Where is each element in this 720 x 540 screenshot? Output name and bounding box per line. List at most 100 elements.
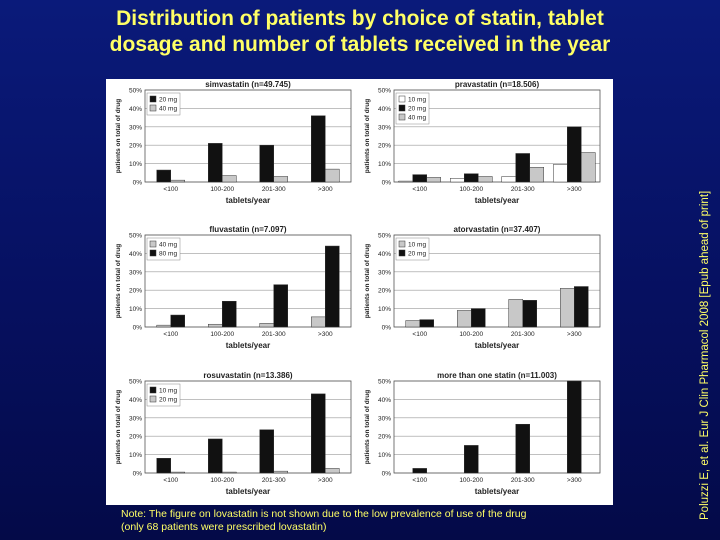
chart-2-y-tick-label: 10%: [378, 161, 391, 168]
chart-5-y-tick-label: 10%: [129, 452, 142, 459]
chart-4-legend-swatch: [398, 240, 406, 248]
chart-3-bar: [208, 323, 223, 328]
chart-6-x-tick-label: 201-300: [511, 477, 535, 484]
chart-2-bar: [529, 167, 544, 183]
figure-svg: 0% 10% 20% 30% 40% 50% simvastatin (n=49.745) <…: [115, 80, 601, 496]
chart-6-y-tick-label: 30%: [378, 415, 391, 422]
chart-1-legend-label: 20 mg: [159, 97, 177, 104]
chart-5-bar: [325, 468, 340, 474]
chart-5-x-tick-label: 100-200: [210, 477, 234, 484]
chart-5-y-tick-label: 20%: [129, 434, 142, 441]
slide-title: Distribution of patients by choice of st…: [0, 6, 720, 58]
chart-3-x-tick-label: 100-200: [210, 331, 234, 338]
chart-5-bar: [170, 471, 185, 474]
chart-2-bar: [426, 177, 441, 183]
chart-1-bar: [325, 168, 340, 183]
chart-6-y-tick-label: 10%: [378, 452, 391, 459]
chart-6-bar: [412, 468, 427, 474]
chart-2-bar: [450, 178, 465, 183]
citation: Poluzzi E, et al. Eur J Clin Pharmacol 2…: [699, 190, 711, 520]
chart-2-x-axis-label: tablets/year: [475, 196, 519, 205]
chart-1-y-tick-label: 40%: [129, 106, 142, 113]
chart-1-y-tick-label: 10%: [129, 161, 142, 168]
chart-6-x-tick-label: 100-200: [459, 477, 483, 484]
footnote: Note: The figure on lovastatin is not sh…: [121, 508, 526, 534]
chart-3-bar: [156, 324, 171, 328]
chart-3-y-tick-label: 30%: [129, 269, 142, 276]
chart-1-x-tick-label: <100: [163, 186, 178, 193]
chart-3-plot-frame: [144, 234, 352, 328]
chart-3-legend-swatch: [149, 240, 157, 248]
chart-2-x-tick-label: 100-200: [459, 186, 483, 193]
chart-4-title: atorvastatin (n=37.407): [454, 225, 541, 234]
chart-6-x-tick-label: >300: [567, 477, 582, 484]
chart-1-title: simvastatin (n=49.745): [205, 80, 291, 89]
chart-5-bar: [208, 438, 223, 474]
chart-1-bar: [273, 176, 288, 183]
chart-6-y-tick-label: 20%: [378, 434, 391, 441]
chart-4-y-tick-label: 0%: [382, 325, 392, 332]
chart-2-bar: [478, 176, 493, 183]
chart-3-bar: [325, 245, 340, 328]
slide-title-line-2: dosage and number of tablets received in…: [109, 33, 611, 56]
chart-3-title: fluvastatin (n=7.097): [209, 225, 286, 234]
chart-5-y-tick-label: 40%: [129, 397, 142, 404]
chart-2-bar: [553, 164, 568, 183]
chart-4-bar: [457, 310, 472, 328]
chart-1-y-tick-label: 20%: [129, 143, 142, 150]
chart-3-y-tick-label: 40%: [129, 251, 142, 258]
chart-4-y-tick-label: 20%: [378, 288, 391, 295]
chart-6-plot-frame: [393, 380, 601, 474]
chart-4-bar: [574, 286, 589, 328]
chart-1-y-tick-label: 30%: [129, 124, 142, 131]
slide-title-line-1: Distribution of patients by choice of st…: [116, 7, 604, 30]
chart-1-legend-swatch: [149, 104, 157, 112]
footnote-line-1: Note: The figure on lovastatin is not sh…: [121, 508, 527, 520]
chart-2-y-tick-label: 50%: [378, 88, 391, 95]
chart-2-legend-label: 40 mg: [408, 115, 426, 122]
chart-4-bar: [471, 308, 486, 328]
chart-3-x-tick-label: <100: [163, 331, 178, 338]
chart-1-x-axis-label: tablets/year: [226, 196, 270, 205]
chart-6-y-axis-label: patients on total of drug: [364, 390, 371, 464]
chart-1-y-axis-label: patients on total of drug: [115, 99, 122, 173]
chart-2-legend-label: 20 mg: [408, 106, 426, 113]
chart-5-bar: [273, 470, 288, 474]
chart-3-y-tick-label: 50%: [129, 233, 142, 240]
chart-5-y-tick-label: 50%: [129, 379, 142, 386]
chart-5-y-tick-label: 30%: [129, 415, 142, 422]
chart-4-y-tick-label: 30%: [378, 269, 391, 276]
chart-4-plot-frame: [393, 234, 601, 328]
chart-5-legend-label: 20 mg: [159, 397, 177, 404]
chart-4-y-axis-label: patients on total of drug: [364, 244, 371, 318]
chart-6-bar: [464, 445, 479, 474]
chart-3-x-tick-label: 201-300: [262, 331, 286, 338]
chart-3-y-tick-label: 0%: [133, 325, 143, 332]
chart-4-legend-swatch: [398, 249, 406, 257]
chart-4-y-tick-label: 50%: [378, 233, 391, 240]
chart-5-bar: [259, 429, 274, 474]
chart-2-x-tick-label: >300: [567, 186, 582, 193]
chart-2-legend-swatch: [398, 104, 406, 112]
chart-2-bar: [501, 176, 516, 183]
chart-2-x-tick-label: <100: [412, 186, 427, 193]
chart-6-y-tick-label: 40%: [378, 397, 391, 404]
chart-4-bar: [508, 299, 523, 328]
chart-1-y-tick-label: 50%: [129, 88, 142, 95]
chart-2-legend-swatch: [398, 113, 406, 121]
chart-3-legend-label: 80 mg: [159, 251, 177, 258]
chart-5-x-tick-label: 201-300: [262, 477, 286, 484]
chart-5-legend-swatch: [149, 386, 157, 394]
chart-5-y-axis-label: patients on total of drug: [115, 390, 122, 464]
chart-3-bar: [273, 284, 288, 328]
chart-6-y-tick-label: 50%: [378, 379, 391, 386]
chart-4-x-tick-label: 201-300: [511, 331, 535, 338]
chart-1-x-tick-label: 100-200: [210, 186, 234, 193]
chart-1-plot-frame: [144, 89, 352, 183]
chart-1-bar: [311, 115, 326, 183]
chart-5-x-tick-label: <100: [163, 477, 178, 484]
chart-4-bar: [560, 288, 575, 328]
chart-4-x-axis-label: tablets/year: [475, 341, 519, 350]
chart-6-y-tick-label: 0%: [382, 471, 392, 478]
chart-5-x-tick-label: >300: [318, 477, 333, 484]
